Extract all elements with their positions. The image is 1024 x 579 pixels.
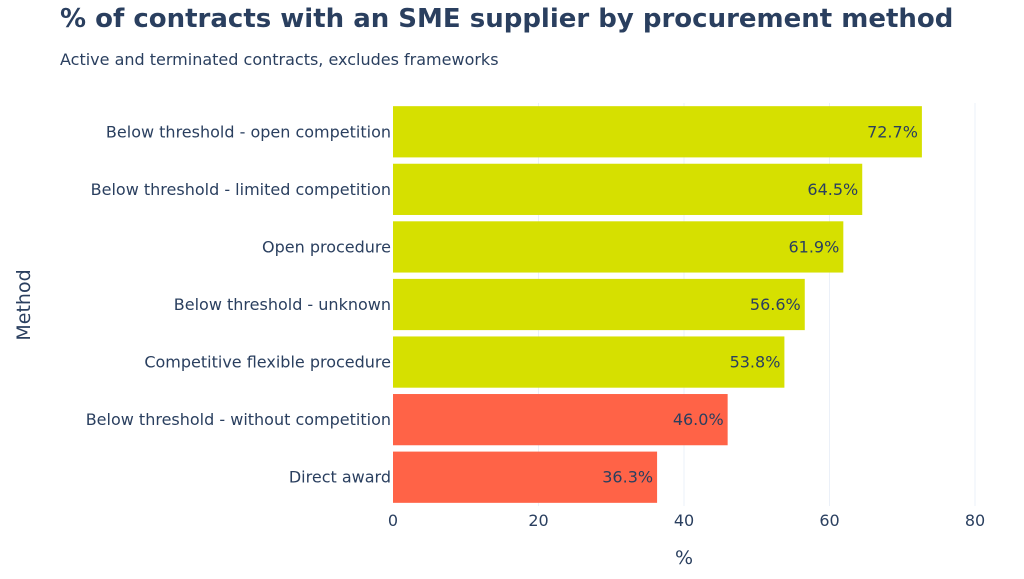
bar-value-label: 72.7% (867, 122, 918, 141)
y-tick-label: Below threshold - open competition (106, 122, 391, 141)
chart-title: % of contracts with an SME supplier by p… (60, 4, 954, 34)
bar-value-label: 46.0% (673, 410, 724, 429)
bar (393, 336, 785, 388)
bar (393, 106, 922, 158)
y-tick-label: Competitive flexible procedure (144, 353, 391, 372)
x-tick-label: 80 (965, 511, 985, 530)
bar (393, 394, 728, 446)
bar (393, 278, 805, 331)
bar-value-label: 61.9% (788, 237, 839, 256)
bars (393, 106, 922, 503)
bar-value-label: 56.6% (750, 295, 801, 314)
bar-value-label: 64.5% (807, 180, 858, 199)
bar (393, 451, 658, 503)
bar-value-labels: 72.7% 64.5% 61.9% 56.6% 53.8% 46.0% 36.3% (602, 122, 918, 486)
y-tick-label: Below threshold - without competition (86, 410, 391, 429)
bar-value-label: 53.8% (730, 353, 781, 372)
x-tick-label: 60 (819, 511, 839, 530)
y-tick-label: Direct award (289, 468, 391, 487)
y-axis-title: Method (13, 269, 35, 340)
bar (393, 163, 863, 215)
bar (393, 221, 844, 273)
y-tick-label: Open procedure (262, 237, 391, 256)
x-tick-labels: 0 20 40 60 80 (388, 511, 985, 530)
y-tick-label: Below threshold - unknown (174, 295, 391, 314)
x-tick-label: 20 (528, 511, 548, 530)
bar-value-label: 36.3% (602, 468, 653, 487)
y-tick-labels: Below threshold - open competition Below … (86, 122, 391, 486)
x-tick-label: 40 (674, 511, 694, 530)
y-tick-label: Below threshold - limited competition (91, 180, 391, 199)
chart-subtitle: Active and terminated contracts, exclude… (60, 50, 499, 69)
x-axis-title: % (675, 547, 693, 569)
x-tick-label: 0 (388, 511, 398, 530)
